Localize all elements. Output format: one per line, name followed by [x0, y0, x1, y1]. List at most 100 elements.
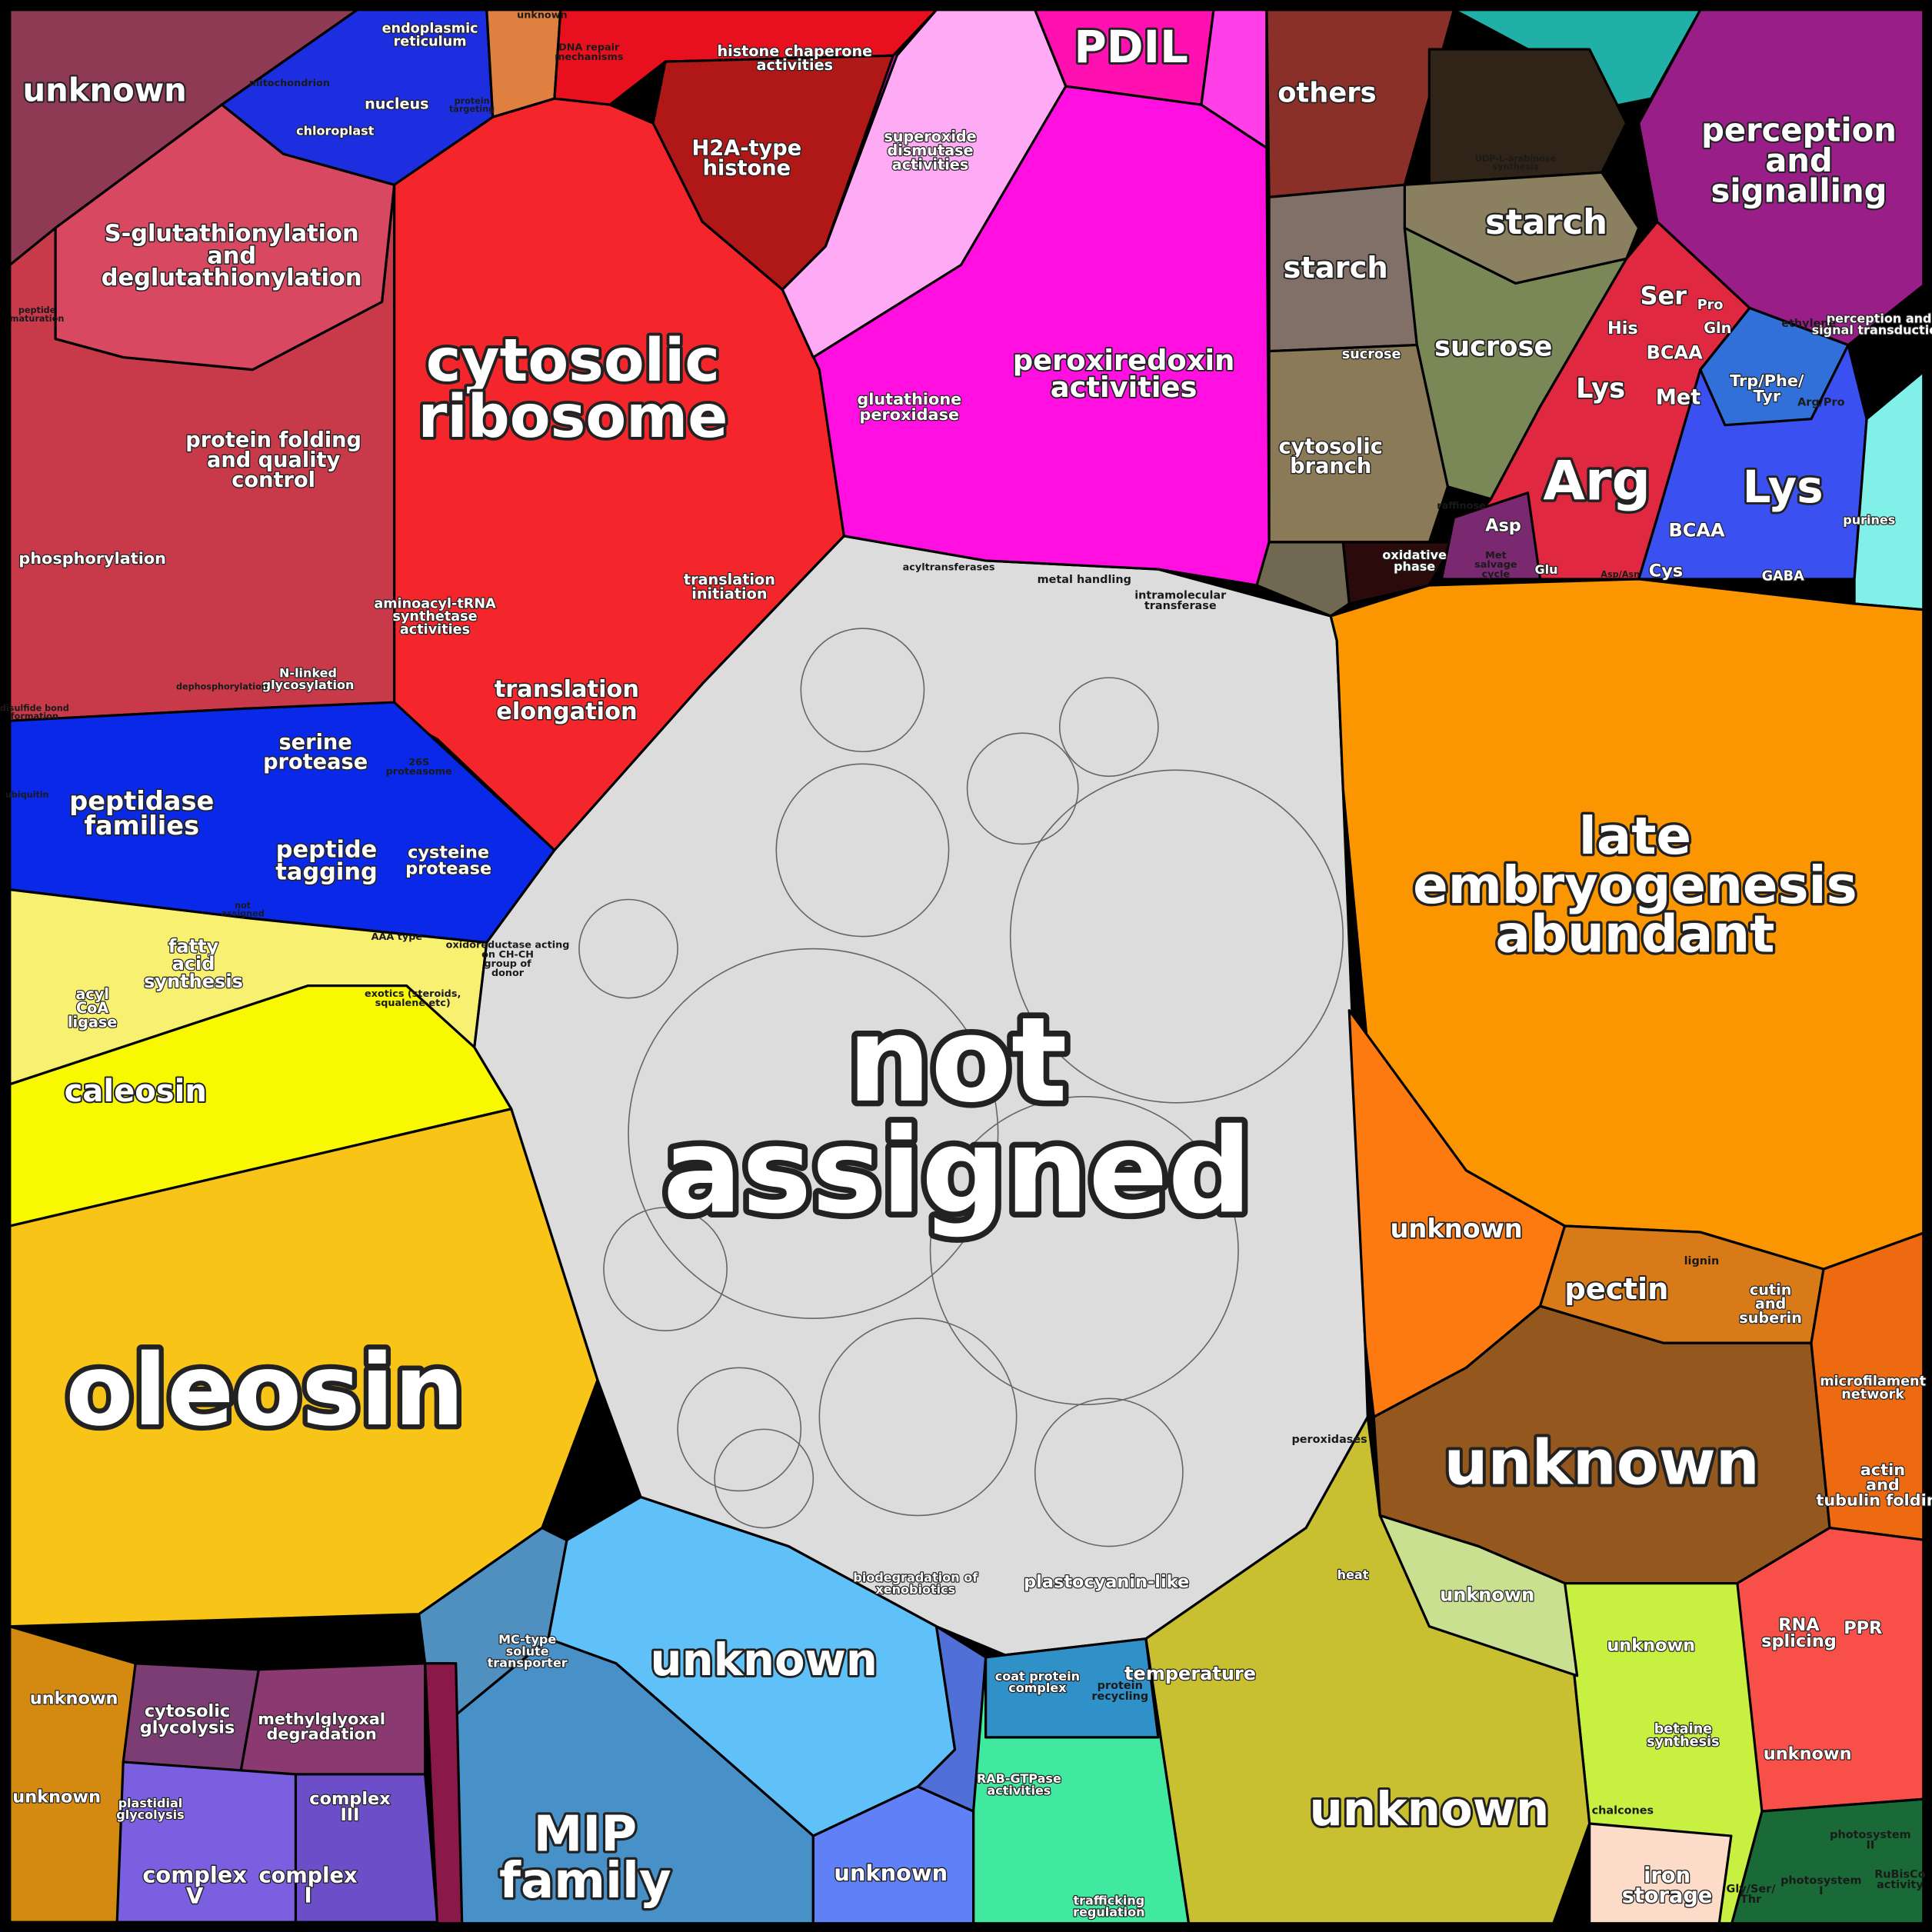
cell-label: phosphorylation: [18, 549, 166, 568]
cell-label: ethylene: [1781, 318, 1836, 330]
cell-label: MC-type solute transporter: [488, 1632, 568, 1670]
cell-label: Lys: [1743, 461, 1824, 513]
cell-label: translation elongation: [495, 676, 639, 725]
cell-label: betaine synthesis: [1647, 1721, 1719, 1750]
cell-label: unknown: [834, 1860, 948, 1886]
cell-label: Asp/Asn: [1601, 569, 1640, 579]
cells: [8, 8, 1927, 1927]
cell-label: perception and signalling: [1701, 111, 1897, 209]
cell-label: cytosolic ribosome: [418, 327, 728, 451]
cell-label: plastocyanin-like: [1024, 1572, 1189, 1592]
cell-label: purines: [1843, 513, 1895, 528]
cell-label: Arg: [1543, 449, 1651, 512]
cell: [1378, 1514, 1579, 1677]
cell-label: unknown: [1607, 1636, 1695, 1656]
cell-label: Met: [1656, 385, 1701, 409]
cell-label: RAB-GTPase activities: [977, 1771, 1061, 1797]
cell-label: late embryogenesis abundant: [1413, 806, 1857, 964]
cell-label: oxidative phase: [1382, 548, 1447, 574]
cell-label: Asp: [1485, 515, 1521, 535]
cell-label: PPR: [1844, 1618, 1882, 1638]
cell-label: sucrose: [1434, 331, 1552, 363]
cell-label: peroxidases: [1291, 1434, 1367, 1446]
cell-label: dephosphorylation: [176, 681, 268, 691]
cell-label: metal handling: [1038, 574, 1131, 586]
cell-label: UDP-L-arabinose synthesis: [1475, 154, 1557, 172]
cell: [1427, 48, 1628, 186]
cell-label: Met salvage cycle: [1474, 550, 1517, 580]
cell-label: serine protease: [263, 731, 368, 774]
cell-label: unknown: [1764, 1744, 1852, 1764]
cell-label: unknown: [30, 1688, 118, 1708]
cell-label: S-glutathionylation and deglutathionylatio…: [102, 220, 362, 291]
cell-label: Gly/Ser/Thr: [1727, 1884, 1777, 1907]
cell-label: temperature: [1124, 1663, 1256, 1684]
cell-label: unknown: [517, 10, 568, 22]
cell-label: unknown: [1390, 1214, 1522, 1244]
sub-cells: [578, 628, 1344, 1547]
cell-label: Pro: [1697, 298, 1724, 313]
cell-label: mitochondrion: [249, 78, 330, 89]
cell-label: peroxiredoxin activities: [1013, 344, 1235, 404]
cell-label: not assigned: [663, 992, 1251, 1240]
cell-label: unknown: [12, 1787, 101, 1807]
cell-label: sucrose: [1342, 347, 1401, 362]
cell-label: lignin: [1684, 1255, 1720, 1267]
sub-cell: [714, 1428, 814, 1529]
cell: [1736, 1526, 1927, 1813]
cell-label: aminoacyl-tRNA synthetase activities: [374, 596, 496, 637]
sub-cell: [800, 628, 925, 753]
sub-cell: [966, 732, 1079, 845]
cell-label: oleosin: [65, 1334, 464, 1448]
cell: [811, 1785, 975, 1927]
cell-label: Ser: [1640, 281, 1687, 311]
cell-label: peptidase families: [69, 786, 214, 841]
sub-cell: [818, 1317, 1018, 1517]
cell-label: superoxide dismutase activities: [884, 128, 976, 174]
cell-label: photosystem I: [1780, 1874, 1861, 1897]
cell-label: Trp/Phe/Tyr: [1730, 371, 1804, 405]
cell-label: BCAA: [1668, 519, 1725, 541]
cell-label: H2A-type histone: [691, 137, 801, 181]
cell-label: starch: [1485, 202, 1607, 242]
cell-label: protein targeting: [449, 96, 495, 115]
cell: [1699, 306, 1850, 427]
cell-label: RuBisCo activity: [1874, 1868, 1925, 1891]
cell-label: protein recycling: [1091, 1680, 1148, 1703]
cell-label: unknown: [1444, 1427, 1759, 1499]
labels: unknown cytosolic ribosome S-glutathionylat…: [0, 10, 1932, 1920]
cell-label: N-linked glycosylation: [262, 666, 355, 692]
cell-label: methylglyoxal degradation: [258, 1710, 385, 1744]
cell-label: oxidoreductase acting on CH-CH group of don…: [446, 940, 570, 980]
cell-label: Gln: [1704, 319, 1731, 337]
cell-label: chloroplast: [296, 123, 375, 138]
cell-label: GABA: [1762, 568, 1805, 584]
cell-label: unknown: [1440, 1584, 1534, 1605]
cell-label: caleosin: [65, 1074, 207, 1109]
cell-label: exotics (steroids, squalene etc): [365, 988, 461, 1009]
cell-label: acyl CoA ligase: [68, 985, 117, 1031]
cell-label: complex I: [258, 1864, 357, 1908]
cell: [916, 1625, 988, 1813]
cell-label: 26S proteasome: [386, 757, 452, 778]
cell-label: cytosolic branch: [1279, 435, 1383, 478]
cell-label: trafficking regulation: [1073, 1893, 1144, 1919]
cell-label: coat protein complex: [995, 1669, 1080, 1695]
sub-cell: [578, 898, 678, 999]
cell: [1255, 541, 1351, 618]
cell-label: protein folding and quality control: [185, 428, 361, 492]
cell-label: fatty acid synthesis: [144, 935, 243, 992]
cell-label: translation initiation: [684, 571, 775, 602]
cell-label: disulfide bond formation: [0, 704, 69, 722]
cell-label: not assigned: [221, 901, 264, 919]
cell-label: photosystem II: [1830, 1829, 1910, 1852]
sub-cell: [603, 1207, 728, 1332]
cell-label: AAA type: [371, 931, 423, 943]
cell-label: pectin: [1564, 1272, 1668, 1307]
cell-label: heat: [1337, 1567, 1369, 1582]
cell-label: microfilament network: [1820, 1374, 1926, 1403]
cell-label: DNA repair mechanisms: [555, 42, 624, 63]
